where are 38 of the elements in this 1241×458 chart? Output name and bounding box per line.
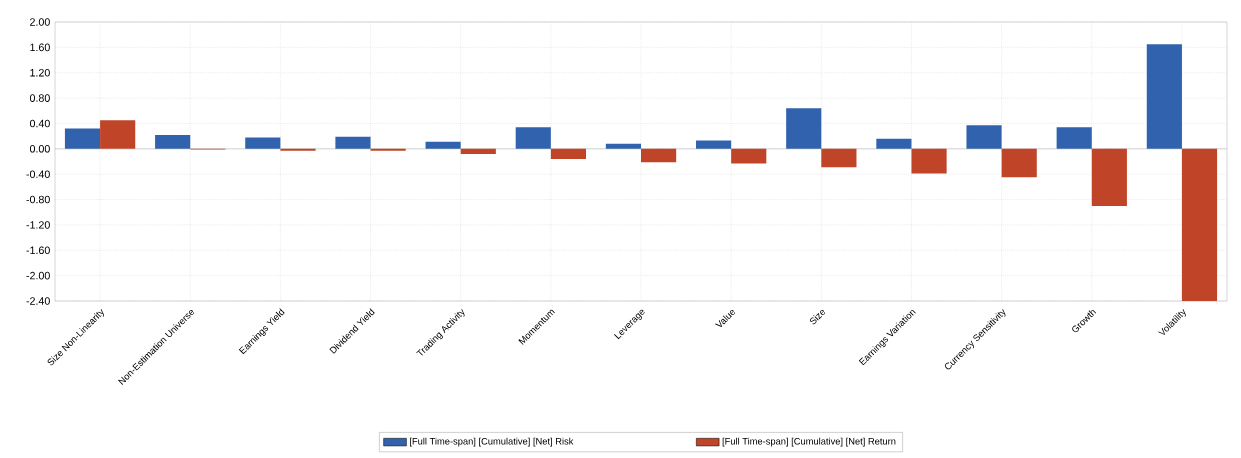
bar bbox=[550, 148, 587, 159]
bar bbox=[460, 148, 496, 154]
bar bbox=[335, 136, 371, 149]
bar bbox=[605, 143, 642, 149]
legend-label: [Full Time-span] [Cumulative] [Net] Return bbox=[722, 437, 896, 447]
bar bbox=[696, 140, 732, 149]
y-tick-label: 0.80 bbox=[29, 94, 50, 102]
bar bbox=[731, 148, 767, 164]
bar bbox=[425, 141, 461, 149]
bar bbox=[155, 134, 191, 149]
bar bbox=[641, 148, 677, 163]
y-tick-label: -2.00 bbox=[26, 271, 50, 280]
bar bbox=[245, 137, 281, 149]
y-tick-label: 1.20 bbox=[30, 68, 50, 77]
bar bbox=[515, 127, 551, 149]
y-tick-label: -1.20 bbox=[26, 221, 50, 229]
y-tick-label: -0.80 bbox=[26, 195, 50, 204]
y-tick-label: 0.00 bbox=[29, 145, 50, 153]
x-tick-label: Size bbox=[809, 310, 826, 325]
bar bbox=[1146, 44, 1182, 149]
bar bbox=[876, 138, 912, 149]
bar bbox=[1001, 148, 1037, 178]
bar bbox=[911, 148, 947, 174]
bar bbox=[100, 120, 136, 149]
bar bbox=[786, 108, 822, 149]
bar bbox=[1181, 148, 1218, 301]
y-tick-label: -0.40 bbox=[26, 170, 50, 178]
bar bbox=[1056, 127, 1092, 149]
bar bbox=[64, 128, 101, 149]
bar bbox=[821, 148, 857, 168]
y-tick-label: 2.00 bbox=[30, 18, 50, 26]
legend-label: [Full Time-span] [Cumulative] [Net] Risk bbox=[410, 437, 574, 447]
bar bbox=[966, 125, 1002, 149]
bar bbox=[1091, 148, 1127, 206]
y-tick-label: -1.60 bbox=[26, 246, 50, 255]
y-tick-label: 0.40 bbox=[29, 119, 50, 128]
y-tick-label: 1.60 bbox=[30, 43, 50, 52]
y-tick-label: -2.40 bbox=[26, 297, 50, 305]
